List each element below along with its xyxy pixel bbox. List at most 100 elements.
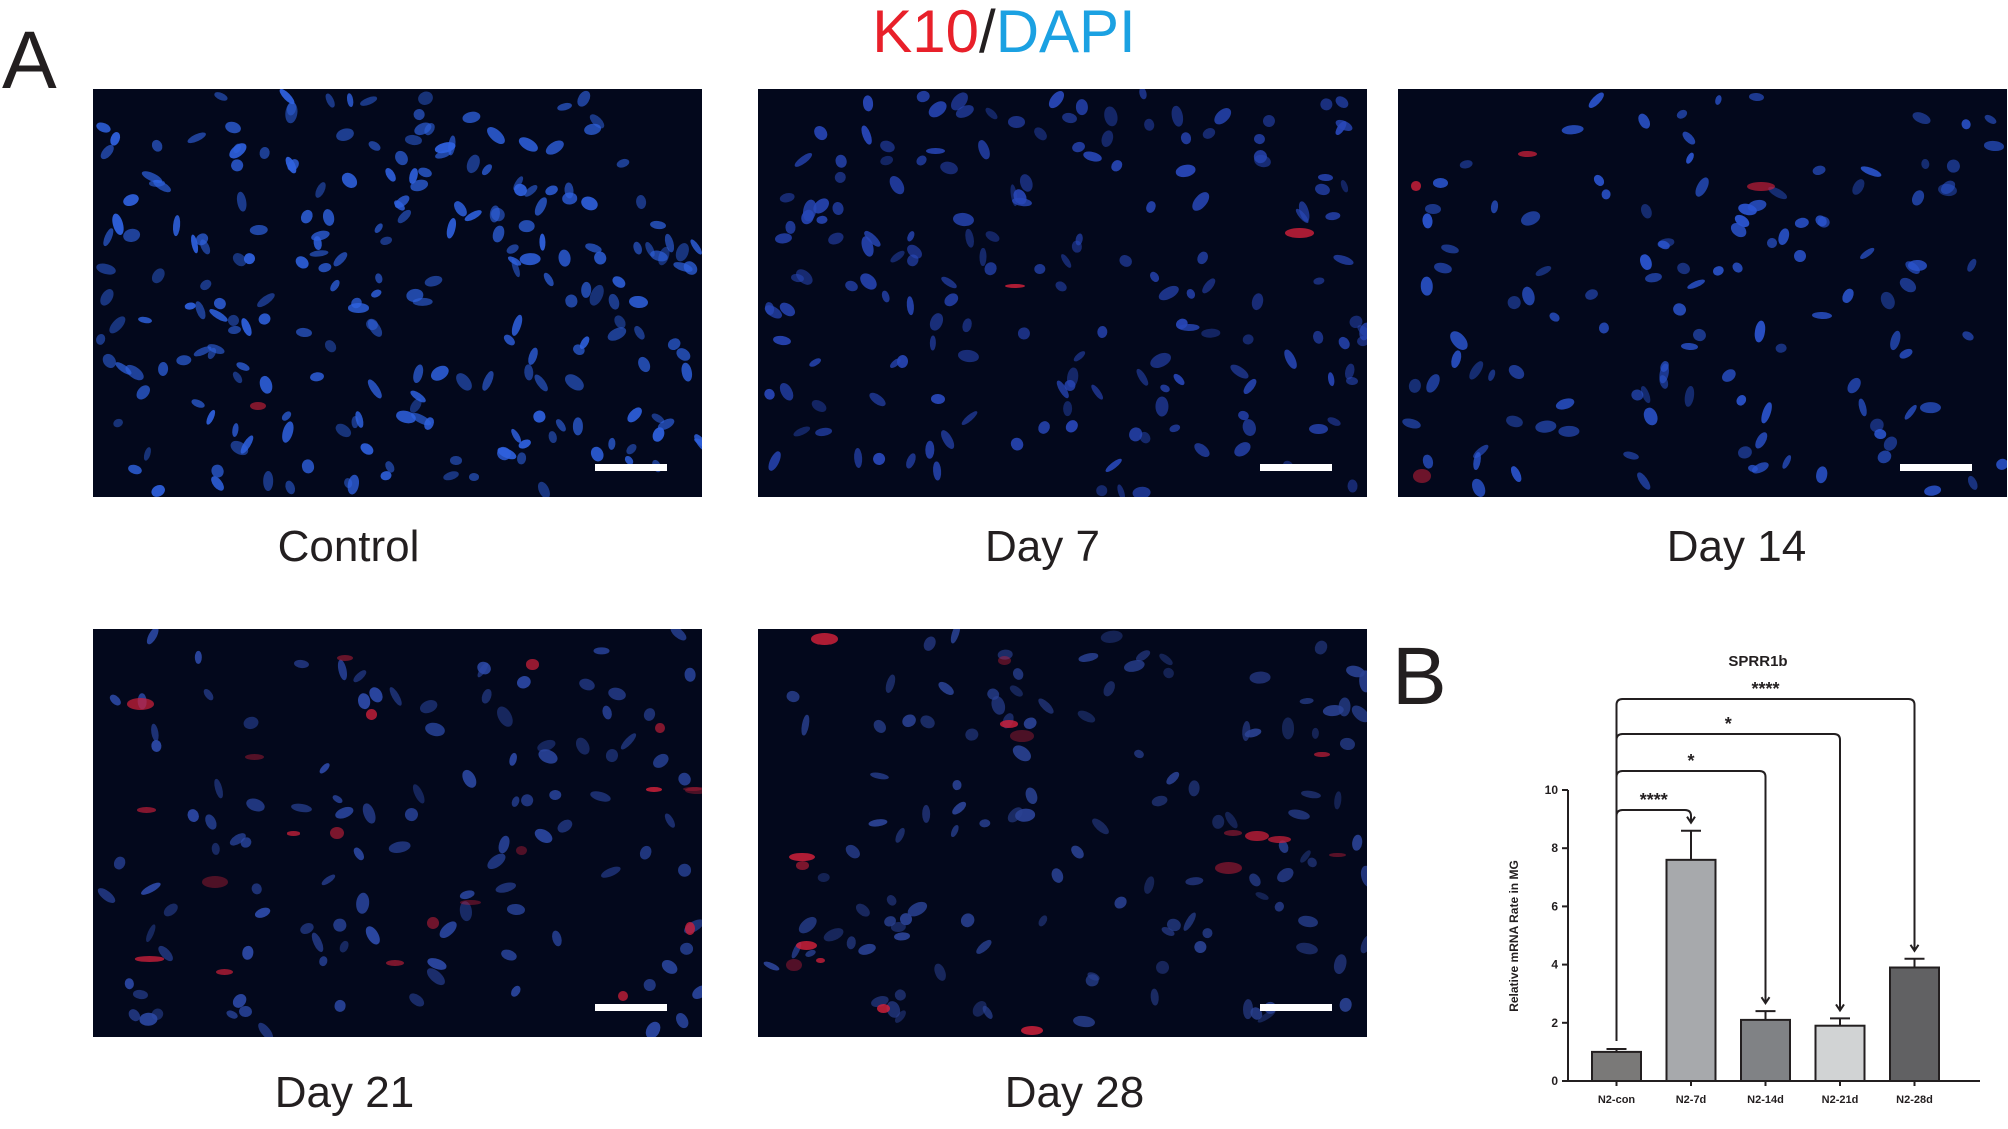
nucleus: [1440, 242, 1461, 255]
nucleus: [860, 124, 875, 146]
nucleus: [808, 355, 823, 368]
nucleus: [1424, 203, 1442, 215]
nucleus: [935, 679, 956, 699]
nucleus: [883, 673, 897, 695]
nucleus: [1312, 276, 1326, 286]
nucleus: [1337, 697, 1351, 718]
caption-day-7: Day 7: [985, 522, 1100, 571]
nucleus: [632, 323, 647, 342]
nucleus: [1719, 366, 1739, 385]
nucleus: [1692, 175, 1711, 198]
nucleus: [1684, 151, 1696, 166]
bracket-arrow: [1686, 816, 1696, 825]
nucleus: [345, 92, 355, 108]
k10-signal: [1747, 182, 1776, 192]
nucleus: [1554, 396, 1576, 412]
k10-signal: [365, 708, 378, 721]
nucleus: [1850, 177, 1868, 197]
nucleus: [1287, 807, 1311, 822]
k10-signal: [337, 654, 354, 661]
nucleus: [774, 232, 793, 245]
nucleus: [317, 954, 329, 967]
chart-title: SPRR1b: [1728, 653, 1787, 670]
nucleus: [382, 166, 398, 184]
nucleus: [1923, 484, 1943, 497]
nucleus: [1671, 301, 1689, 318]
nucleus: [930, 393, 946, 405]
nucleus: [572, 417, 584, 435]
nucleus: [351, 845, 366, 862]
nucleus: [543, 137, 567, 157]
nucleus: [959, 409, 979, 428]
nucleus: [961, 316, 974, 333]
nucleus: [185, 807, 201, 823]
nucleus: [1191, 939, 1209, 956]
nucleus: [1351, 834, 1364, 852]
caption-day-21: Day 21: [274, 1068, 415, 1117]
nucleus: [1272, 900, 1286, 914]
k10-signal: [1518, 150, 1537, 157]
k10-signal: [1009, 730, 1035, 742]
nucleus: [144, 629, 161, 647]
nucleus: [359, 94, 379, 108]
nucleus: [336, 659, 349, 682]
nucleus: [939, 159, 961, 177]
nucleus: [1811, 311, 1833, 320]
nucleus: [126, 463, 143, 476]
nucleus: [453, 369, 476, 394]
nucleus: [607, 437, 616, 450]
nucleus: [547, 430, 558, 444]
nucleus: [1143, 118, 1156, 132]
x-tick-label: N2-con: [1598, 1094, 1636, 1106]
nucleus: [628, 294, 650, 309]
k10-signal: [250, 402, 267, 411]
nucleus: [592, 250, 608, 267]
nucleus: [213, 778, 225, 799]
nucleus: [1045, 89, 1068, 112]
scale-bar: [1900, 464, 1972, 471]
nucleus: [509, 313, 524, 338]
nucleus: [253, 905, 272, 920]
nucleus: [642, 1019, 664, 1037]
nucleus: [223, 120, 243, 136]
nucleus: [279, 420, 296, 445]
nucleus: [491, 223, 507, 244]
nucleus: [484, 851, 508, 873]
nucleus: [867, 389, 889, 409]
nucleus: [532, 372, 551, 394]
nucleus: [1241, 720, 1251, 742]
nucleus: [192, 299, 208, 320]
nucleus: [211, 842, 220, 856]
nucleus: [784, 220, 796, 234]
nucleus: [1195, 249, 1211, 266]
nucleus: [149, 482, 167, 497]
nucleus: [1222, 809, 1240, 830]
nucleus: [1858, 397, 1869, 417]
nucleus: [388, 839, 412, 855]
nucleus: [1419, 276, 1433, 296]
nucleus: [295, 326, 313, 338]
nucleus: [1318, 173, 1334, 182]
nucleus: [1074, 233, 1084, 247]
nucleus: [1022, 715, 1039, 732]
nucleus: [1200, 926, 1214, 940]
nucleus: [204, 408, 217, 426]
nucleus: [308, 930, 325, 954]
nucleus: [931, 962, 948, 983]
nucleus: [1639, 202, 1654, 220]
nucleus: [577, 676, 597, 693]
nucleus: [1326, 415, 1342, 429]
nucleus: [1326, 372, 1335, 387]
nucleus: [101, 227, 115, 248]
nucleus: [132, 989, 149, 1000]
nucleus: [1068, 842, 1087, 861]
nucleus: [409, 782, 427, 806]
nucleus: [589, 789, 613, 804]
nucleus: [190, 397, 206, 411]
nucleus: [562, 370, 588, 394]
nucleus: [1111, 893, 1129, 911]
scale-bar: [1260, 464, 1332, 471]
nucleus: [536, 746, 561, 767]
nucleus: [792, 424, 812, 438]
nucleus: [856, 270, 880, 293]
